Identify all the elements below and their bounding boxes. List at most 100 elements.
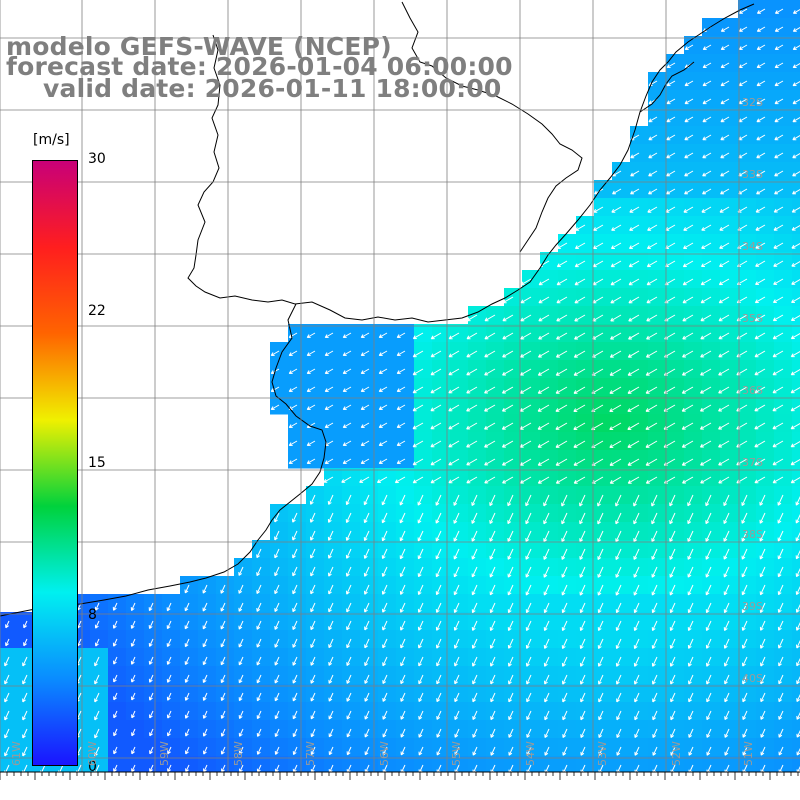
wind-arrow [184, 602, 190, 612]
wind-cell [342, 342, 361, 361]
wind-arrow [537, 458, 550, 466]
wind-arrow [580, 746, 586, 756]
wind-arrow [306, 386, 316, 392]
wind-cell [702, 216, 721, 235]
wind-arrow [723, 548, 730, 560]
wind-arrow [378, 440, 388, 446]
wind-arrow [306, 440, 316, 446]
wind-arrow [682, 260, 694, 268]
wind-cell [504, 288, 523, 307]
wind-arrow [471, 584, 478, 596]
wind-arrow [507, 494, 514, 507]
wind-arrow [790, 386, 800, 394]
wind-arrow [274, 710, 280, 720]
wind-cell [666, 288, 685, 307]
wind-arrow [238, 674, 244, 684]
wind-cell [648, 468, 667, 487]
wind-arrow [561, 548, 568, 560]
wind-arrow [684, 188, 694, 195]
wind-cell [684, 270, 703, 289]
wind-cell [648, 234, 667, 253]
wind-cell [702, 108, 721, 127]
wind-cell [684, 450, 703, 469]
lat-label: 32S [742, 96, 763, 109]
wind-cell [504, 756, 523, 772]
wind-cell [756, 234, 775, 253]
wind-arrow [687, 566, 694, 578]
wind-cell [612, 252, 631, 271]
wind-arrow [796, 675, 800, 685]
wind-cell [666, 324, 685, 343]
wind-cell [702, 198, 721, 217]
wind-arrow [702, 98, 712, 105]
wind-cell [792, 252, 800, 271]
wind-arrow [562, 746, 568, 756]
lat-label: 35S [742, 312, 763, 325]
wind-cell [612, 450, 631, 469]
wind-arrow [760, 692, 766, 703]
wind-cell [126, 756, 145, 772]
wind-arrow [537, 476, 550, 484]
wind-arrow [466, 476, 478, 484]
wind-cell [450, 450, 469, 469]
wind-arrow [774, 80, 784, 87]
wind-cell [594, 756, 613, 772]
wind-arrow [702, 188, 712, 195]
wind-arrow [202, 602, 208, 612]
wind-arrow [666, 170, 676, 177]
wind-cell [288, 378, 307, 397]
wind-arrow [778, 674, 784, 685]
wind-arrow [400, 638, 406, 649]
wind-arrow [718, 332, 730, 340]
wind-arrow [378, 332, 388, 338]
wind-arrow [454, 728, 460, 738]
wind-arrow [454, 692, 460, 703]
wind-arrow [508, 746, 514, 756]
wind-cell [558, 252, 577, 271]
wind-cell [504, 414, 523, 433]
wind-cell [504, 468, 523, 487]
wind-arrow [742, 656, 748, 667]
wind-arrow [720, 188, 730, 195]
wind-arrow [705, 638, 712, 649]
lat-label: 37S [742, 456, 763, 469]
wind-arrow [364, 692, 370, 702]
wind-arrow [719, 242, 730, 249]
wind-cell [774, 108, 793, 127]
wind-arrow [525, 530, 532, 542]
wind-arrow [430, 404, 442, 412]
wind-arrow [274, 746, 280, 755]
wind-cell [720, 756, 739, 772]
wind-arrow [645, 458, 658, 466]
wind-arrow [94, 746, 100, 757]
wind-arrow [346, 746, 352, 756]
wind-cell [774, 180, 793, 199]
wind-cell [684, 180, 703, 199]
wind-arrow [507, 620, 514, 631]
wind-cell [756, 756, 775, 772]
wind-arrow [609, 422, 622, 430]
wind-arrow [525, 656, 532, 667]
wind-arrow [759, 602, 766, 613]
wind-arrow [592, 242, 604, 249]
wind-cell [558, 270, 577, 289]
wind-arrow [544, 692, 550, 703]
wind-arrow [754, 440, 766, 448]
wind-arrow [58, 764, 64, 772]
wind-cell [774, 54, 793, 73]
wind-arrow [363, 530, 370, 542]
wind-cell [666, 54, 685, 73]
wind-arrow [634, 692, 640, 703]
wind-arrow [646, 278, 658, 286]
wind-arrow [555, 350, 568, 358]
wind-arrow [598, 746, 604, 756]
wind-arrow [544, 728, 550, 738]
wind-arrow [742, 728, 748, 738]
wind-cell [774, 144, 793, 163]
wind-cell [702, 126, 721, 145]
wind-cell [630, 342, 649, 361]
wind-arrow [484, 404, 496, 412]
wind-cell [702, 72, 721, 91]
wind-cell [666, 450, 685, 469]
wind-cell [342, 468, 361, 487]
